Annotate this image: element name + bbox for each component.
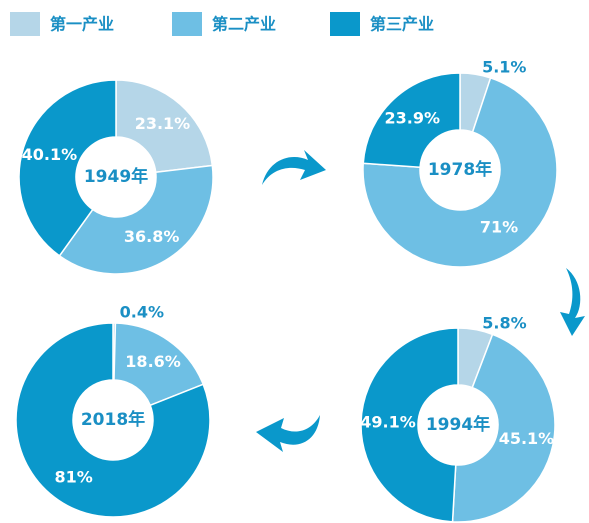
data-label: 23.9%	[384, 108, 440, 127]
center-label: 1978年	[428, 159, 492, 180]
arrow-left	[256, 415, 320, 452]
donut-segment	[451, 333, 556, 523]
center-label: 1994年	[426, 414, 490, 435]
center-label: 2018年	[81, 409, 145, 430]
donut-segment	[18, 79, 117, 257]
legend-label: 第三产业	[370, 15, 434, 34]
arrow-right	[262, 150, 326, 185]
center-label: 1949年	[84, 166, 148, 187]
legend-label: 第一产业	[50, 15, 114, 34]
donut-segment	[362, 76, 558, 268]
data-label: 5.1%	[482, 58, 526, 77]
data-label: 5.8%	[482, 314, 526, 333]
donut-segment	[58, 164, 214, 275]
donut-segment	[362, 72, 461, 169]
data-label: 23.1%	[135, 114, 191, 133]
data-label: 81%	[55, 467, 93, 486]
data-label: 0.4%	[120, 302, 164, 321]
data-label: 18.6%	[125, 352, 181, 371]
data-label: 45.1%	[499, 429, 555, 448]
legend-label: 第二产业	[212, 15, 276, 34]
donut-segment	[15, 322, 211, 518]
donut-segment	[113, 322, 205, 407]
data-label: 36.8%	[124, 227, 180, 246]
legend-swatch	[172, 12, 202, 36]
data-label: 71%	[480, 218, 518, 237]
legend-swatch	[330, 12, 360, 36]
donut-segment	[115, 79, 214, 174]
donut-segment	[360, 327, 459, 523]
arrow-down	[560, 268, 585, 336]
arrows	[256, 150, 585, 452]
legend-swatch	[10, 12, 40, 36]
data-label: 49.1%	[360, 413, 416, 432]
data-label: 40.1%	[22, 145, 78, 164]
